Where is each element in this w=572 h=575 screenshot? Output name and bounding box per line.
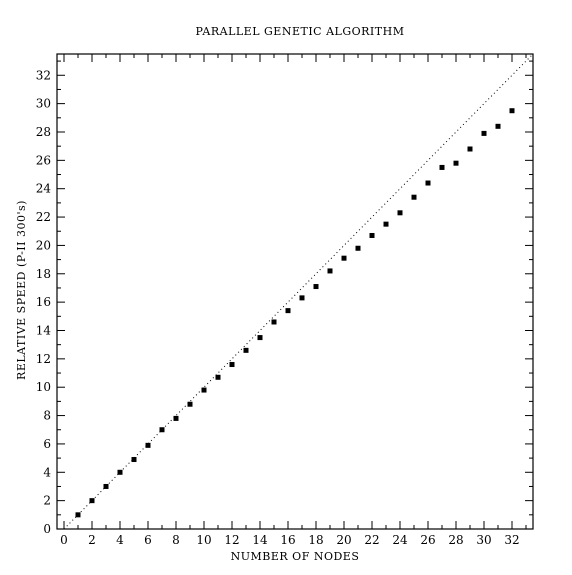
data-point (495, 123, 501, 129)
y-tick-label: 18 (36, 267, 51, 281)
data-point (509, 108, 515, 114)
plot-frame (56, 53, 534, 530)
data-point (397, 210, 403, 216)
x-tick-label: 26 (420, 533, 435, 547)
x-tick-label: 0 (60, 533, 68, 547)
x-tick-label: 4 (116, 533, 124, 547)
x-axis: 0 2 4 6 8 10 12 14 16 18 20 22 24 26 28 30 32 (60, 54, 527, 547)
x-tick-label: 30 (476, 533, 491, 547)
data-point (481, 130, 487, 136)
data-point (201, 387, 207, 393)
y-tick-label: 28 (36, 125, 51, 139)
x-tick-label: 32 (504, 533, 519, 547)
y-tick-label: 8 (43, 409, 51, 423)
x-tick-label: 24 (392, 533, 408, 547)
x-tick-label: 18 (308, 533, 323, 547)
data-point (229, 362, 235, 368)
x-tick-label: 16 (280, 533, 295, 547)
y-tick-label: 32 (36, 68, 51, 82)
data-point (383, 221, 389, 227)
data-point (271, 319, 277, 325)
data-point (257, 335, 263, 341)
data-point (243, 347, 249, 353)
data-point (299, 295, 305, 301)
data-point (159, 427, 165, 433)
data-point (131, 457, 137, 463)
data-point (369, 232, 375, 238)
x-tick-label: 22 (364, 533, 379, 547)
x-tick-label: 2 (88, 533, 96, 547)
y-tick-label: 14 (36, 323, 52, 337)
x-tick-label: 8 (172, 533, 180, 547)
data-point (285, 308, 291, 314)
y-tick-label: 20 (36, 238, 51, 252)
data-point (103, 483, 109, 489)
data-point (411, 194, 417, 200)
chart-title: PARALLEL GENETIC ALGORITHM (196, 25, 405, 38)
data-points (75, 108, 515, 518)
y-tick-label: 6 (43, 437, 51, 451)
data-point (173, 415, 179, 421)
reference-line-group (63, 53, 534, 530)
x-tick-label: 10 (196, 533, 211, 547)
y-tick-label: 0 (43, 522, 51, 536)
x-tick-label: 12 (224, 533, 239, 547)
y-axis-label: RELATIVE SPEED (P-II 300's) (15, 200, 28, 380)
data-point (75, 512, 81, 518)
data-point (215, 374, 221, 380)
y-tick-label: 2 (43, 494, 51, 508)
data-point (355, 245, 361, 251)
y-tick-label: 24 (36, 182, 52, 196)
data-point (187, 401, 193, 407)
data-point (439, 164, 445, 170)
y-tick-label: 16 (36, 295, 51, 309)
y-tick-label: 26 (36, 153, 51, 167)
x-tick-label: 28 (448, 533, 463, 547)
x-axis-label: NUMBER OF NODES (231, 550, 360, 563)
data-point (453, 160, 459, 166)
x-tick-label: 14 (252, 533, 268, 547)
data-point (89, 498, 95, 504)
y-tick-label: 22 (36, 210, 51, 224)
data-point (425, 180, 431, 186)
y-tick-label: 30 (36, 97, 51, 111)
data-point (117, 469, 123, 475)
y-tick-label: 10 (36, 380, 51, 394)
data-point (145, 442, 151, 448)
data-point (467, 146, 473, 152)
data-point (327, 268, 333, 274)
y-tick-label: 4 (43, 465, 51, 479)
x-tick-label: 20 (336, 533, 351, 547)
data-point (341, 255, 347, 261)
data-point (313, 284, 319, 290)
x-tick-label: 6 (144, 533, 152, 547)
y-tick-label: 12 (36, 352, 51, 366)
reference-line (63, 53, 534, 530)
